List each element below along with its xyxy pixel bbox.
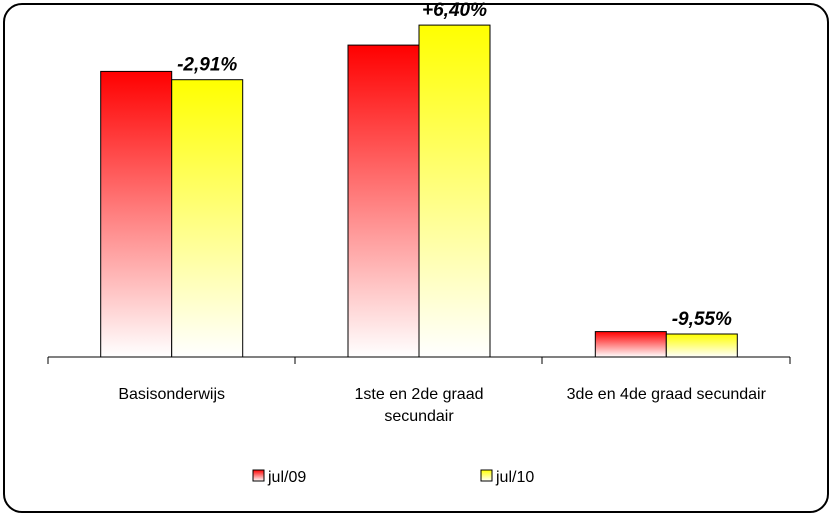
category-label: 1ste en 2de graad: [355, 386, 484, 403]
data-label: -9,55%: [672, 309, 732, 330]
category-label: secundair: [384, 408, 454, 425]
bar-jul09-1: [347, 44, 420, 358]
legend-swatch-jul10: [480, 469, 493, 482]
category-labels-group: Basisonderwijs 1ste en 2de graad secundair…: [118, 386, 766, 425]
bar-jul10-0: [171, 79, 244, 358]
bar-jul10-2: [665, 333, 738, 358]
bar-jul10-1: [418, 24, 491, 358]
legend-label-jul09: jul/09: [267, 469, 306, 486]
data-label: -2,91%: [177, 55, 237, 76]
bar-jul09-0: [100, 70, 173, 358]
legend-label-jul10: jul/10: [495, 469, 534, 486]
category-label: 3de en 4de graad secundair: [567, 386, 767, 403]
legend-swatch-jul09: [252, 469, 265, 482]
data-label: +6,40%: [422, 0, 487, 21]
bar-jul09-2: [594, 331, 667, 358]
bars-group: [100, 24, 738, 358]
x-axis: [47, 356, 791, 364]
category-label: Basisonderwijs: [118, 386, 225, 403]
data-labels-group: -2,91% +6,40% -9,55%: [177, 0, 732, 330]
legend: jul/09 jul/10: [252, 469, 534, 486]
